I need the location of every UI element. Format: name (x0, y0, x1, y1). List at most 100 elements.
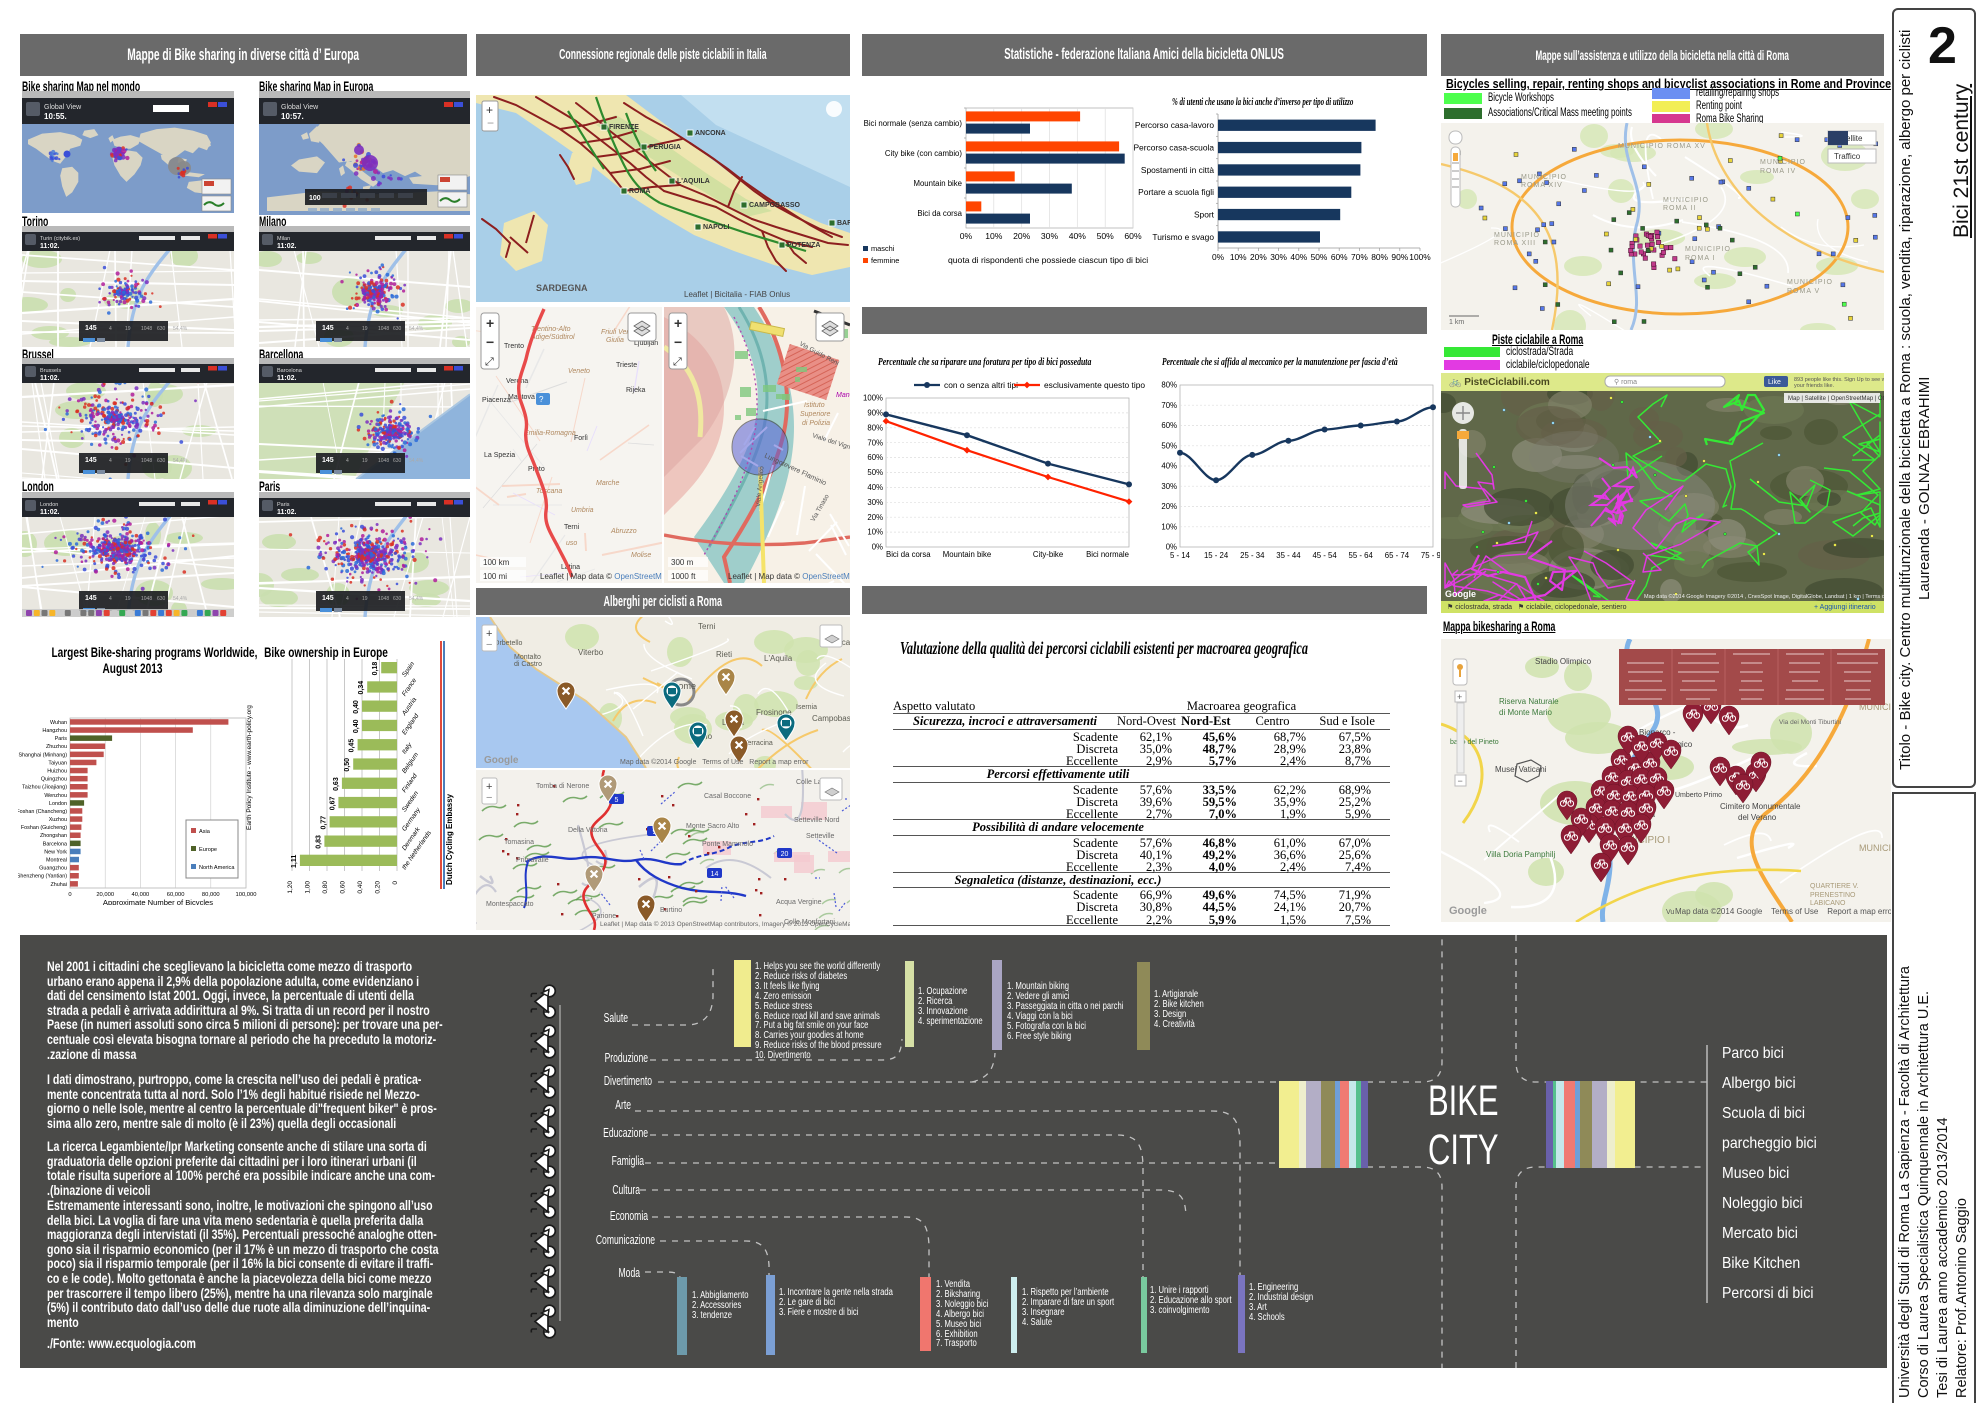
svg-text:19: 19 (362, 458, 368, 464)
svg-text:Musei Vaticani: Musei Vaticani (1495, 765, 1547, 774)
svg-text:Montreal: Montreal (46, 858, 67, 864)
svg-text:Finland: Finland (401, 772, 419, 794)
svg-text:Mantova: Mantova (508, 394, 535, 401)
svg-text:10:57.: 10:57. (281, 112, 304, 121)
svg-text:0,40: 0,40 (353, 719, 360, 733)
svg-text:Mancini: Mancini (836, 392, 850, 399)
svg-text:Riserva Naturale: Riserva Naturale (1499, 697, 1559, 706)
svg-text:300 m: 300 m (671, 558, 694, 567)
svg-text:0,50: 0,50 (344, 758, 351, 772)
svg-text:⤢: ⤢ (673, 356, 682, 368)
svg-text:19: 19 (125, 596, 131, 602)
svg-text:Taiyuan: Taiyuan (48, 760, 67, 766)
svg-text:100 km: 100 km (483, 558, 510, 567)
svg-text:0%: 0% (1166, 543, 1177, 552)
svg-text:MUNICI: MUNICI (1859, 843, 1891, 853)
svg-text:145: 145 (322, 595, 334, 602)
svg-text:MUNICIPIO: MUNICIPIO (1521, 174, 1567, 181)
svg-text:Sport: Sport (1194, 210, 1215, 220)
svg-text:−: − (1458, 776, 1463, 786)
svg-text:Milan: Milan (277, 236, 290, 242)
svg-text:−: − (487, 116, 494, 130)
svg-text:Molise: Molise (631, 552, 651, 559)
svg-text:11:02.: 11:02. (40, 509, 60, 516)
svg-text:⤢: ⤢ (485, 356, 494, 368)
svg-text:Foshan (Guicheng): Foshan (Guicheng) (21, 825, 67, 831)
svg-text:1,00: 1,00 (305, 881, 312, 894)
svg-text:Setteville: Setteville (806, 833, 835, 840)
svg-text:50%: 50% (1097, 231, 1115, 241)
svg-text:London: London (49, 801, 67, 807)
svg-text:quota di rispondenti che possi: quota di rispondenti che possiede ciascu… (948, 255, 1148, 265)
svg-text:Turismo e svago: Turismo e svago (1152, 232, 1214, 242)
svg-text:L'Aquila: L'Aquila (764, 654, 793, 663)
svg-text:SARDEGNA: SARDEGNA (536, 283, 588, 293)
svg-text:11:02.: 11:02. (40, 375, 60, 382)
svg-text:35 - 44: 35 - 44 (1276, 551, 1301, 560)
svg-text:10%: 10% (1161, 522, 1177, 531)
svg-text:80,000: 80,000 (202, 892, 220, 898)
svg-text:Via dei Monti Tiburtini: Via dei Monti Tiburtini (1779, 719, 1841, 726)
svg-text:50%: 50% (867, 468, 883, 477)
svg-text:Frosinone: Frosinone (756, 708, 792, 717)
svg-text:0%: 0% (872, 543, 883, 552)
svg-text:Paris: Paris (55, 736, 68, 742)
svg-text:30%: 30% (1270, 252, 1287, 262)
svg-text:Google: Google (484, 755, 519, 766)
svg-text:Map data ©2014 Google Terms: Map data ©2014 Google Terms of Use Repor… (1675, 907, 1891, 916)
svg-text:70%: 70% (1161, 401, 1177, 410)
svg-text:Trentino-Alto: Trentino-Alto (531, 326, 571, 333)
svg-text:Leaflet | Map data © OpenStree: Leaflet | Map data © OpenStreetMap (540, 572, 662, 581)
svg-text:Asia: Asia (199, 829, 211, 835)
svg-text:0,67: 0,67 (329, 796, 336, 810)
svg-text:LABICANO: LABICANO (1810, 900, 1846, 907)
svg-text:Tomba di Nerone: Tomba di Nerone (536, 783, 589, 790)
svg-text:70%: 70% (867, 438, 883, 447)
svg-text:Verona: Verona (506, 378, 528, 385)
svg-text:4: 4 (346, 326, 349, 332)
svg-text:🚲 PisteCiclabili.com: 🚲 PisteCiclabili.com (1449, 377, 1550, 388)
svg-text:Campobasso: Campobasso (812, 714, 850, 723)
svg-text:Marche: Marche (596, 480, 619, 487)
svg-text:5: 5 (615, 797, 619, 804)
svg-text:Map | Satellite | OpenStreetMa: Map | Satellite | OpenStreetMap | Other (1788, 396, 1884, 402)
svg-text:−: − (674, 334, 682, 350)
svg-text:La Spezia: La Spezia (484, 452, 515, 459)
svg-text:New York: New York (44, 849, 67, 855)
svg-text:25 - 34: 25 - 34 (1240, 551, 1265, 560)
svg-text:1000 ft: 1000 ft (671, 572, 696, 581)
svg-text:20: 20 (781, 851, 789, 858)
svg-text:0,40: 0,40 (357, 881, 364, 894)
svg-text:1,11: 1,11 (291, 855, 298, 868)
svg-text:Terracina: Terracina (744, 740, 773, 747)
svg-text:MUNICIPIO: MUNICIPIO (1494, 232, 1540, 239)
svg-text:Rijeka: Rijeka (626, 387, 646, 394)
svg-text:ANCONA: ANCONA (695, 130, 726, 137)
svg-text:40%: 40% (867, 483, 883, 492)
svg-text:+ Aggiungi itinerario: + Aggiungi itinerario (1814, 604, 1876, 611)
svg-text:Like: Like (1768, 379, 1781, 386)
svg-text:NAPOLI: NAPOLI (703, 224, 730, 231)
svg-text:19: 19 (125, 326, 131, 332)
svg-text:145: 145 (322, 457, 334, 464)
svg-text:QUARTIERE V.: QUARTIERE V. (1810, 883, 1859, 890)
svg-text:⚑ ciclostrada, strada ⚑ cicl: ⚑ ciclostrada, strada ⚑ ciclabile, ciclo… (1447, 603, 1627, 611)
svg-text:Google: Google (1445, 589, 1476, 599)
svg-text:esclusivamente questo tipo: esclusivamente questo tipo (1044, 380, 1145, 390)
svg-text:Viale Angelico: Viale Angelico (755, 466, 766, 508)
svg-text:Trieste: Trieste (616, 362, 637, 369)
svg-text:Percorso casa-lavoro: Percorso casa-lavoro (1135, 120, 1214, 130)
svg-text:Abruzzo: Abruzzo (610, 528, 637, 535)
svg-text:30%: 30% (867, 498, 883, 507)
svg-text:60,000: 60,000 (167, 892, 185, 898)
svg-text:+: + (486, 315, 494, 331)
svg-text:MUNICIPIO: MUNICIPIO (1685, 246, 1731, 253)
svg-text:630: 630 (393, 326, 402, 332)
svg-text:54,4%: 54,4% (173, 326, 188, 332)
svg-text:Viterbo: Viterbo (578, 648, 604, 657)
svg-text:80%: 80% (1161, 381, 1177, 390)
svg-text:Superiore: Superiore (800, 411, 830, 418)
svg-text:Brussels: Brussels (40, 368, 61, 374)
svg-text:Zhongshan: Zhongshan (40, 833, 67, 839)
svg-text:di Castro: di Castro (514, 661, 542, 668)
